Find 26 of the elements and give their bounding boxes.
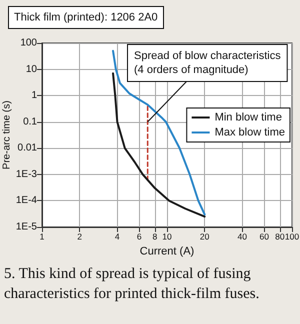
annotation: Spread of blow characteristics (4 orders of magnitude) xyxy=(134,50,282,76)
y-tick-label: 1E-3 xyxy=(16,168,38,180)
chart-title: Thick film (printed): 1206 2A0 xyxy=(14,12,158,24)
y-tick-label: 1 xyxy=(31,90,38,102)
x-tick-label: 10 xyxy=(162,232,172,242)
legend-label: Max blow time xyxy=(214,126,285,138)
x-tick-label: 2 xyxy=(77,232,82,242)
y-tick-label: 0.1 xyxy=(23,116,38,128)
x-axis-title: Current (A) xyxy=(140,246,194,258)
y-tick-label: 1E-5 xyxy=(16,222,38,232)
x-tick-label: 80 xyxy=(275,232,285,242)
text: 5. This kind of spread is typical of fusing characteristics for printed thick-film fuses. xyxy=(4,266,260,302)
x-tick-label: 60 xyxy=(260,232,270,242)
y-tick-label: 10 xyxy=(26,64,38,75)
x-tick-label: 4 xyxy=(114,232,120,242)
x-tick-label: 8 xyxy=(152,232,158,242)
x-tick-label: 1 xyxy=(40,232,45,242)
x-tick-label: 6 xyxy=(136,232,142,242)
y-tick-label: 0.01 xyxy=(18,142,38,154)
x-tick-label: 20 xyxy=(200,232,210,242)
x-tick-label: 100 xyxy=(284,232,300,242)
y-tick-label: 1E-4 xyxy=(16,195,38,206)
y-axis-title: Pre-arc time (s) xyxy=(2,100,12,170)
legend-label: Min blow time xyxy=(214,112,282,124)
y-tick-label: 100 xyxy=(20,38,38,48)
x-tick-label: 40 xyxy=(238,232,248,242)
